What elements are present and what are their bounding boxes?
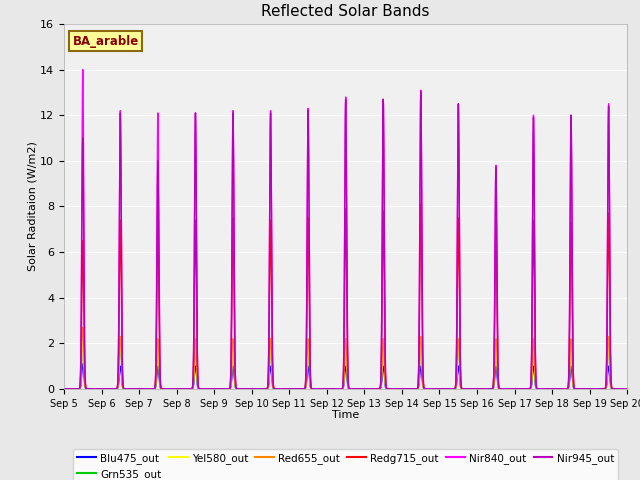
Yel580_out <box>612 386 620 392</box>
Yel580_out <box>125 386 132 392</box>
Line: Redg715_out: Redg715_out <box>64 204 627 389</box>
Redg715_out <box>552 386 559 392</box>
Red655_out <box>276 386 284 392</box>
Yel580_out <box>158 386 166 392</box>
Y-axis label: Solar Raditaion (W/m2): Solar Raditaion (W/m2) <box>28 142 37 271</box>
Blu475_out <box>276 386 284 392</box>
Nir840_out <box>79 67 86 72</box>
Blu475_out <box>158 386 166 392</box>
Redg715_out <box>623 386 631 392</box>
Grn535_out <box>623 386 631 392</box>
Yel580_out <box>60 386 68 392</box>
Nir840_out <box>623 386 631 392</box>
Nir840_out <box>125 386 132 392</box>
Nir945_out <box>612 386 620 392</box>
Redg715_out <box>60 386 68 392</box>
Nir945_out <box>60 386 68 392</box>
Grn535_out <box>60 386 68 392</box>
Nir840_out <box>60 386 68 392</box>
Nir840_out <box>474 386 481 392</box>
Text: BA_arable: BA_arable <box>72 35 139 48</box>
Red655_out <box>612 386 620 392</box>
Grn535_out <box>301 386 308 392</box>
Blu475_out <box>125 386 132 392</box>
Grn535_out <box>158 386 166 392</box>
Yel580_out <box>552 386 559 392</box>
Line: Grn535_out: Grn535_out <box>64 343 627 389</box>
Blu475_out <box>623 386 631 392</box>
Blu475_out <box>98 386 106 392</box>
Blu475_out <box>301 386 308 392</box>
Title: Reflected Solar Bands: Reflected Solar Bands <box>261 4 430 19</box>
Grn535_out <box>552 386 559 392</box>
Line: Red655_out: Red655_out <box>64 327 627 389</box>
Red655_out <box>135 386 143 392</box>
Grn535_out <box>276 386 284 392</box>
Redg715_out <box>276 386 284 392</box>
Red655_out <box>552 386 559 392</box>
Grn535_out <box>79 340 86 346</box>
Nir945_out <box>276 386 284 392</box>
Nir945_out <box>124 386 132 392</box>
Grn535_out <box>135 386 143 392</box>
Redg715_out <box>612 386 620 392</box>
X-axis label: Time: Time <box>332 410 359 420</box>
Legend: Blu475_out, Grn535_out, Yel580_out, Red655_out, Redg715_out, Nir840_out, Nir945_: Blu475_out, Grn535_out, Yel580_out, Red6… <box>73 449 618 480</box>
Nir945_out <box>301 386 308 392</box>
Red655_out <box>125 386 132 392</box>
Nir945_out <box>417 89 425 95</box>
Redg715_out <box>124 386 132 392</box>
Line: Yel580_out: Yel580_out <box>64 341 627 389</box>
Blu475_out <box>60 386 68 392</box>
Red655_out <box>60 386 68 392</box>
Redg715_out <box>158 386 166 392</box>
Yel580_out <box>301 386 308 392</box>
Yel580_out <box>276 386 284 392</box>
Redg715_out <box>301 386 308 392</box>
Blu475_out <box>79 361 86 367</box>
Yel580_out <box>623 386 631 392</box>
Nir945_out <box>474 386 481 392</box>
Grn535_out <box>612 386 620 392</box>
Nir840_out <box>158 386 166 392</box>
Red655_out <box>158 386 166 392</box>
Red655_out <box>79 324 86 330</box>
Yel580_out <box>79 338 86 344</box>
Nir945_out <box>158 386 166 392</box>
Nir840_out <box>276 386 284 392</box>
Yel580_out <box>135 386 143 392</box>
Blu475_out <box>552 386 559 392</box>
Red655_out <box>623 386 631 392</box>
Grn535_out <box>125 386 132 392</box>
Line: Nir945_out: Nir945_out <box>64 92 627 389</box>
Redg715_out <box>417 201 425 207</box>
Line: Nir840_out: Nir840_out <box>64 70 627 389</box>
Line: Blu475_out: Blu475_out <box>64 364 627 389</box>
Nir945_out <box>623 386 631 392</box>
Nir840_out <box>301 386 308 392</box>
Nir840_out <box>612 386 620 392</box>
Nir945_out <box>552 386 559 392</box>
Blu475_out <box>612 386 620 392</box>
Nir840_out <box>552 386 559 392</box>
Red655_out <box>301 386 308 392</box>
